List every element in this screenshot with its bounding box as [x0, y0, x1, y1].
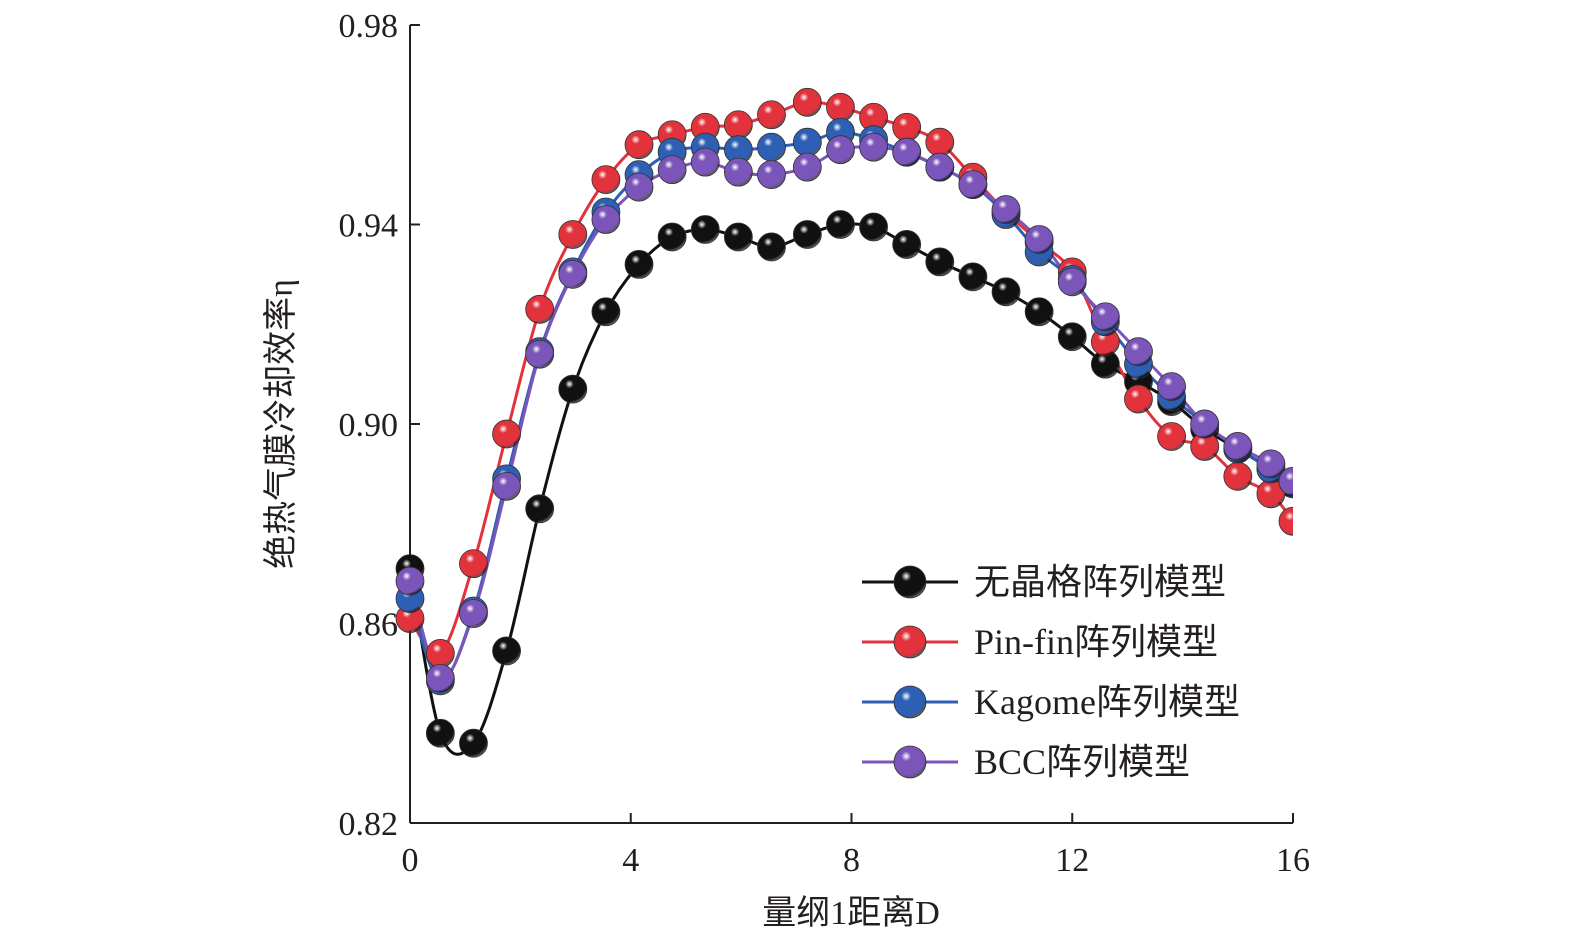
data-point — [492, 471, 521, 501]
data-point — [525, 494, 555, 524]
legend-label: Kagome阵列模型 — [974, 682, 1240, 722]
data-point — [459, 728, 488, 758]
ticks: 0 4 8 12 16 0.82 0.86 0.90 0.94 0.98 — [339, 8, 1311, 879]
data-point — [958, 262, 988, 292]
data-point — [826, 210, 855, 239]
data-point — [1157, 372, 1186, 401]
series-markers — [395, 132, 1293, 693]
data-point — [826, 92, 855, 122]
legend-label: 无晶格阵列模型 — [974, 562, 1226, 602]
data-point — [624, 172, 654, 202]
data-point — [792, 87, 822, 117]
y-tick-label: 0.82 — [339, 806, 399, 843]
data-point — [657, 222, 687, 252]
data-point — [892, 112, 922, 142]
data-point — [525, 294, 555, 324]
legend-marker — [893, 625, 927, 659]
data-point — [925, 127, 955, 157]
series-markers — [395, 210, 1293, 758]
y-tick-label: 0.86 — [339, 607, 399, 644]
x-tick-label: 16 — [1276, 842, 1310, 879]
data-point — [892, 137, 922, 167]
series-layer — [395, 87, 1293, 758]
data-point — [757, 132, 786, 162]
legend-marker — [893, 685, 927, 719]
data-point — [723, 110, 753, 140]
data-point — [459, 599, 488, 628]
legend-item: 无晶格阵列模型 — [862, 562, 1226, 602]
data-point — [525, 339, 555, 369]
data-point — [991, 277, 1021, 307]
y-tick-label: 0.98 — [339, 8, 399, 45]
data-point — [492, 419, 521, 449]
y-tick-label: 0.94 — [339, 208, 399, 245]
data-point — [1278, 466, 1293, 496]
legend: 无晶格阵列模型 Pin-fin阵列模型 Kagome阵列模型 BCC阵列模型 — [862, 562, 1240, 782]
data-point — [991, 195, 1021, 224]
data-point — [1024, 225, 1054, 254]
data-point — [1223, 432, 1253, 461]
data-point — [1024, 297, 1054, 327]
data-point — [792, 220, 822, 249]
data-point — [624, 249, 654, 279]
legend-item: Kagome阵列模型 — [862, 682, 1240, 722]
data-point — [925, 152, 955, 182]
legend-marker — [893, 565, 927, 599]
data-point — [757, 232, 786, 262]
data-point — [1256, 449, 1286, 479]
x-tick-label: 8 — [843, 842, 860, 879]
data-point — [690, 147, 720, 177]
data-point — [459, 549, 488, 579]
data-point — [690, 215, 720, 244]
y-tick-label: 0.90 — [339, 407, 399, 444]
x-tick-label: 0 — [402, 842, 419, 879]
data-point — [624, 130, 654, 160]
x-tick-label: 4 — [622, 842, 639, 879]
data-point — [1057, 322, 1087, 352]
data-point — [395, 566, 425, 596]
x-axis-title: 量纲1距离D — [762, 894, 940, 932]
data-point — [591, 165, 621, 195]
data-point — [1157, 422, 1186, 451]
series-markers — [395, 117, 1293, 696]
legend-marker — [893, 745, 927, 779]
data-point — [425, 718, 455, 748]
data-point — [892, 230, 922, 259]
data-point — [591, 297, 621, 327]
data-point — [723, 157, 753, 187]
data-point — [723, 222, 753, 252]
data-point — [757, 100, 786, 130]
legend-label: BCC阵列模型 — [974, 742, 1190, 782]
data-point — [792, 152, 822, 182]
legend-label: Pin-fin阵列模型 — [974, 622, 1218, 662]
legend-item: BCC阵列模型 — [862, 742, 1190, 782]
data-point — [1278, 506, 1293, 536]
data-point — [558, 374, 588, 404]
data-point — [425, 639, 455, 668]
data-point — [425, 663, 455, 693]
data-point — [492, 636, 521, 666]
data-point — [859, 132, 888, 162]
data-point — [859, 212, 888, 242]
data-point — [826, 135, 855, 165]
data-point — [1057, 267, 1087, 297]
data-point — [1090, 302, 1120, 332]
data-point — [958, 170, 988, 200]
data-point — [657, 155, 687, 185]
data-point — [1190, 409, 1220, 439]
data-point — [925, 247, 955, 277]
legend-item: Pin-fin阵列模型 — [862, 622, 1218, 662]
data-point — [558, 259, 588, 289]
data-point — [757, 160, 786, 190]
data-point — [1124, 384, 1153, 414]
data-point — [1124, 337, 1153, 367]
x-tick-label: 12 — [1055, 842, 1089, 879]
data-point — [591, 205, 621, 234]
data-point — [558, 220, 588, 249]
data-point — [792, 127, 822, 157]
data-point — [1223, 461, 1253, 491]
y-axis-title: 绝热气膜冷却效率η — [262, 279, 300, 569]
